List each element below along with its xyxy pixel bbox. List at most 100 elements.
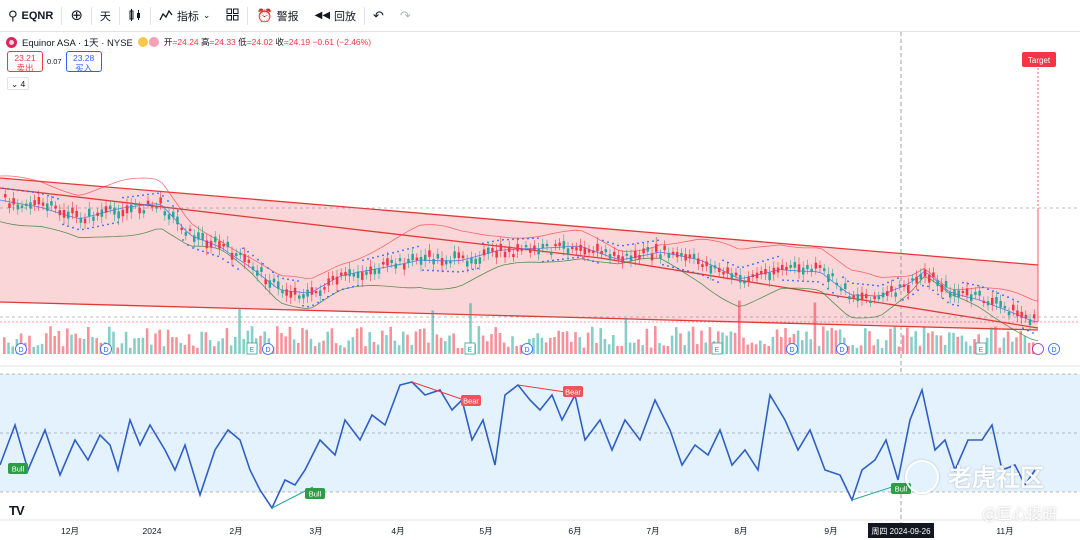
candle-body bbox=[436, 253, 440, 259]
candle-body bbox=[167, 214, 171, 220]
candle-body bbox=[155, 206, 158, 209]
candle-body bbox=[919, 273, 923, 280]
sar-dot bbox=[512, 238, 514, 241]
sar-dot bbox=[842, 276, 844, 279]
indicators-collapse-button[interactable]: ⌄ 4 bbox=[7, 77, 30, 90]
sar-dot bbox=[882, 283, 884, 286]
bull-divergence-line bbox=[851, 484, 899, 501]
sar-dot bbox=[17, 189, 19, 192]
sar-dot bbox=[662, 263, 664, 266]
candle-body bbox=[545, 243, 549, 247]
dividend-marker bbox=[786, 343, 798, 355]
volume-bar bbox=[36, 345, 40, 354]
volume-bar bbox=[242, 338, 245, 354]
sar-dot bbox=[897, 277, 899, 280]
dividend-marker bbox=[15, 343, 27, 355]
candle-body bbox=[991, 298, 994, 305]
alert-button[interactable]: ⏰ 警报 bbox=[248, 0, 306, 32]
undo-button[interactable]: ↶ bbox=[365, 0, 392, 32]
sar-dot bbox=[942, 297, 944, 300]
sar-dot bbox=[152, 193, 154, 195]
buy-button[interactable]: 23.28 买入 bbox=[65, 51, 102, 73]
sar-dot bbox=[352, 285, 354, 288]
volume-bar bbox=[851, 345, 854, 354]
volume-bar bbox=[490, 334, 493, 354]
volume-bar bbox=[393, 340, 397, 354]
candle-body bbox=[512, 254, 515, 258]
candle-body bbox=[558, 242, 561, 246]
event-marker-label: E bbox=[250, 347, 255, 354]
sar-dot bbox=[612, 242, 614, 245]
candle-body bbox=[634, 250, 637, 259]
candle-body bbox=[117, 211, 120, 219]
volume-bar bbox=[591, 326, 594, 354]
candle-body bbox=[125, 205, 129, 214]
market-status-icon[interactable] bbox=[148, 37, 159, 47]
sar-dot bbox=[37, 191, 39, 194]
tradingview-logo[interactable]: TV bbox=[9, 503, 25, 518]
sar-dot bbox=[52, 196, 54, 199]
candle-body bbox=[823, 268, 826, 272]
candle-body bbox=[235, 253, 238, 257]
sar-dot bbox=[247, 250, 249, 253]
bull-signal-badge bbox=[305, 488, 325, 499]
volume-bar bbox=[288, 326, 292, 354]
candle-body bbox=[25, 203, 28, 207]
sar-dot bbox=[217, 255, 219, 258]
sar-dot bbox=[427, 269, 429, 272]
candle-body bbox=[659, 254, 662, 259]
candle-body bbox=[134, 203, 137, 205]
candle-body bbox=[789, 264, 792, 268]
candle-body bbox=[440, 258, 444, 266]
volume-bar bbox=[956, 336, 959, 354]
candle-body bbox=[701, 264, 704, 267]
sar-dot bbox=[912, 293, 914, 296]
chart-type-button[interactable] bbox=[120, 0, 150, 32]
candle-body bbox=[314, 291, 318, 294]
target-badge bbox=[1022, 52, 1056, 67]
volume-bar bbox=[784, 328, 787, 354]
candle-body bbox=[999, 301, 1002, 308]
candle-body bbox=[583, 247, 587, 255]
candle-body bbox=[726, 267, 729, 274]
sar-dot bbox=[992, 290, 994, 293]
sell-button[interactable]: 23.21 卖出 bbox=[7, 51, 43, 73]
compare-button[interactable]: ⊕ bbox=[62, 0, 91, 32]
candle-body bbox=[277, 281, 280, 289]
spread-value: 0.07 bbox=[47, 57, 62, 66]
sar-dot bbox=[22, 190, 24, 192]
interval-button[interactable]: 天 bbox=[92, 0, 119, 32]
replay-icon: ◀◀ bbox=[314, 9, 331, 21]
candle-body bbox=[949, 292, 952, 298]
signal-label: Bull bbox=[12, 465, 25, 474]
sar-dot bbox=[537, 237, 539, 240]
symbol-search[interactable]: ⚲ EQNR bbox=[0, 0, 61, 32]
volume-bar bbox=[364, 346, 367, 354]
candle-body bbox=[772, 267, 776, 275]
volume-bar bbox=[221, 338, 224, 354]
replay-button[interactable]: ◀◀ 回放 bbox=[307, 0, 364, 32]
volume-bar bbox=[721, 332, 724, 354]
candle-body bbox=[722, 271, 725, 275]
sar-dot bbox=[587, 258, 589, 261]
sar-dot bbox=[77, 228, 79, 231]
volume-bar bbox=[45, 333, 48, 354]
market-status-icon[interactable] bbox=[137, 37, 148, 47]
layout-button[interactable] bbox=[218, 0, 247, 32]
candle-body bbox=[520, 248, 524, 251]
indicators-button[interactable]: 指标 ⌄ bbox=[151, 0, 219, 32]
candle-body bbox=[915, 276, 918, 284]
redo-button[interactable]: ↷ bbox=[392, 0, 419, 32]
volume-bar bbox=[381, 330, 384, 354]
sar-dot bbox=[502, 238, 504, 241]
volume-bar bbox=[414, 331, 418, 354]
sar-dot bbox=[467, 269, 469, 272]
sar-dot bbox=[552, 259, 554, 262]
volume-bar bbox=[200, 331, 203, 354]
sar-dot bbox=[372, 256, 374, 259]
volume-bar bbox=[935, 335, 938, 354]
interval-label: 天 bbox=[99, 10, 111, 23]
volume-bar bbox=[603, 338, 607, 354]
sar-dot bbox=[482, 242, 484, 245]
